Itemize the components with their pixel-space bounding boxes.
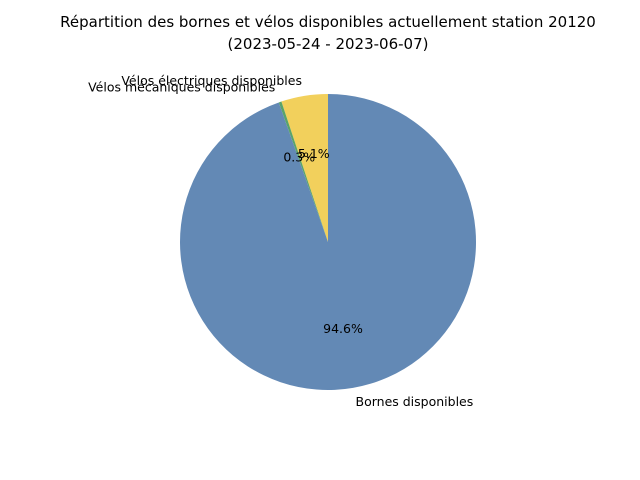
slice-percent-label: 94.6% <box>323 321 363 336</box>
pie-labels: Vélos électriques disponibles 5.1% Vélos m… <box>88 73 473 409</box>
chart-title-line-2: (2023-05-24 - 2023-06-07) <box>228 35 429 53</box>
slice-percent-label: 0.3% <box>283 150 315 165</box>
slice-label: Vélos électriques disponibles <box>121 73 302 88</box>
pie-slice <box>278 101 328 242</box>
slice-label: Bornes disponibles <box>356 394 474 409</box>
chart-title-line-1: Répartition des bornes et vélos disponib… <box>60 13 596 31</box>
pie-slice <box>180 93 477 390</box>
slice-percent-label: 5.1% <box>298 146 330 161</box>
pie-slices <box>180 93 477 390</box>
slice-label: Vélos mécaniques disponibles <box>88 80 275 95</box>
pie-slice <box>281 94 328 242</box>
